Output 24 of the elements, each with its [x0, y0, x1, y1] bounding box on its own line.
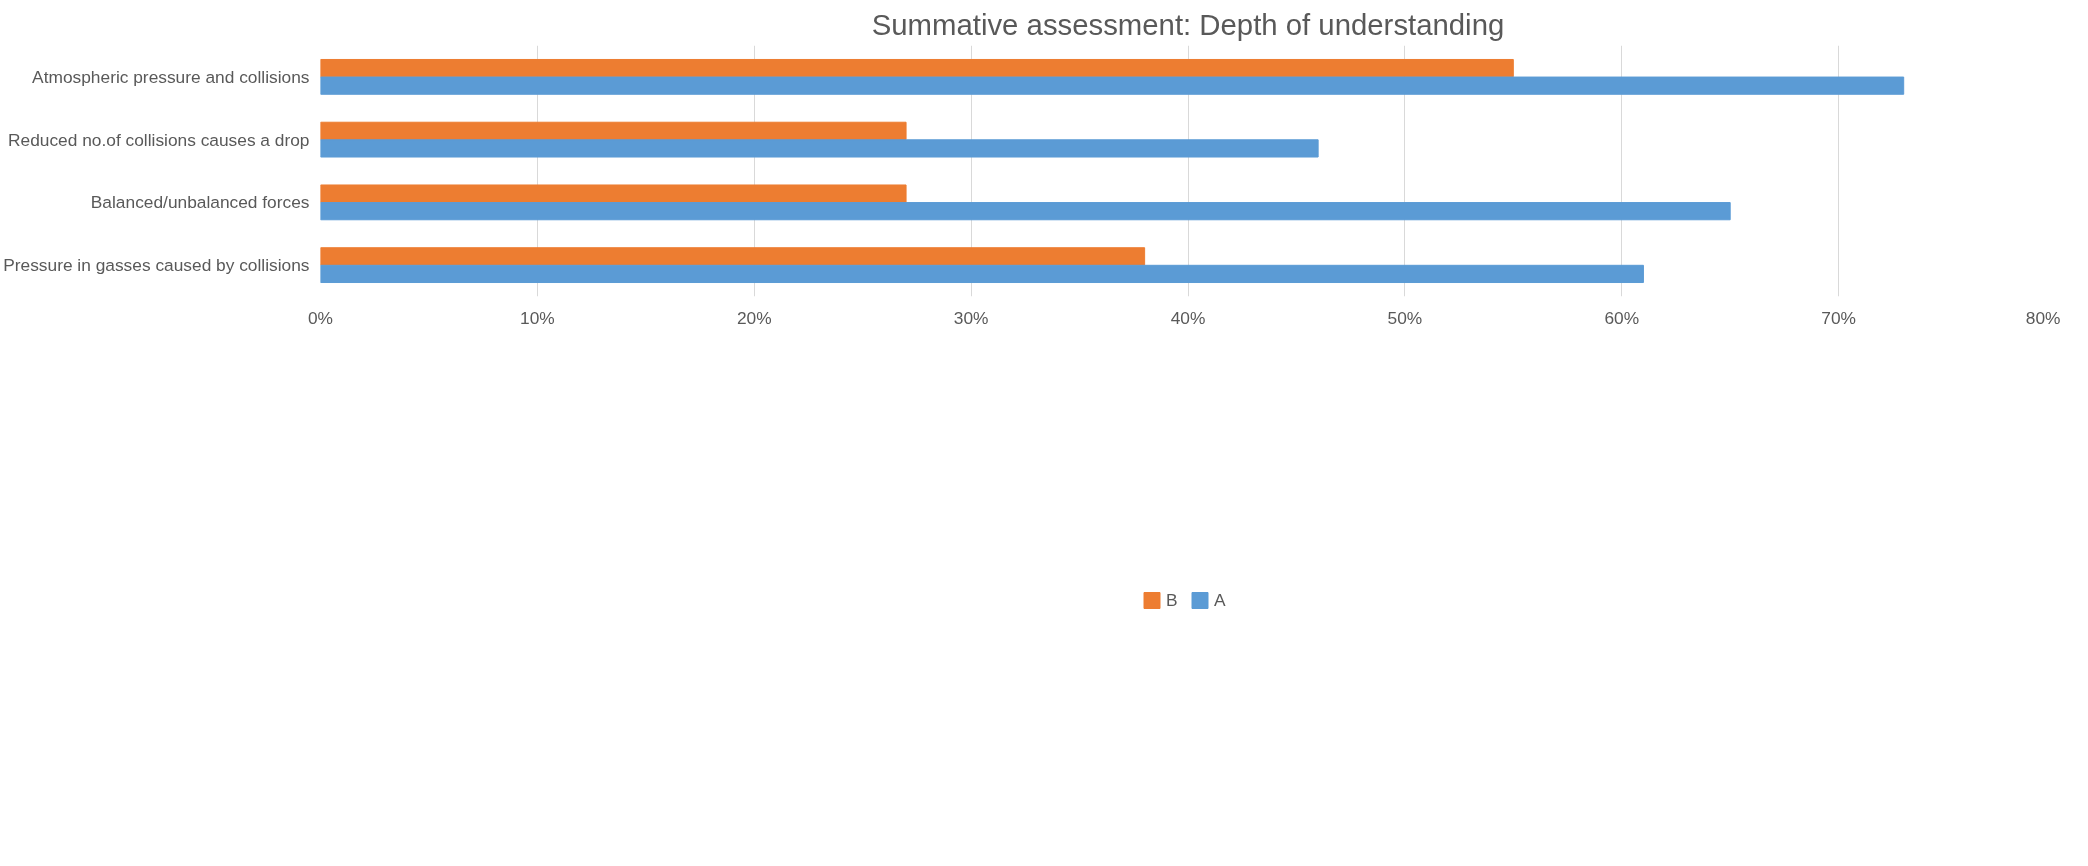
bar — [320, 58, 1514, 78]
x-tick-label: 50% — [1387, 307, 1423, 328]
bar — [320, 247, 1146, 266]
x-tick-label: 0% — [307, 307, 334, 328]
chart-title: Summative assessment: Depth of understanding — [871, 7, 1505, 41]
x-tick-label: 40% — [1170, 307, 1206, 328]
y-tick-label: Reduced no.of collisions causes a drop — [8, 129, 310, 150]
bar — [320, 139, 1319, 158]
x-tick-label: 70% — [1821, 307, 1856, 328]
legend-label: B — [1166, 589, 1179, 611]
bar — [320, 264, 1644, 284]
y-tick-label: Pressure in gasses caused by collisions — [3, 255, 310, 276]
x-tick-label: 10% — [520, 307, 555, 328]
bar — [320, 184, 907, 203]
x-tick-label: 80% — [2025, 307, 2061, 328]
y-tick-label: Balanced/unbalanced forces — [90, 192, 310, 213]
bar — [320, 202, 1731, 221]
x-tick-label: 20% — [736, 307, 772, 328]
y-tick-label: Atmospheric pressure and collisions — [32, 66, 310, 87]
legend-label: A — [1214, 589, 1227, 611]
x-tick-label: 30% — [953, 307, 989, 328]
bar — [320, 76, 1905, 95]
bar — [320, 121, 907, 140]
x-tick-label: 60% — [1604, 307, 1640, 328]
